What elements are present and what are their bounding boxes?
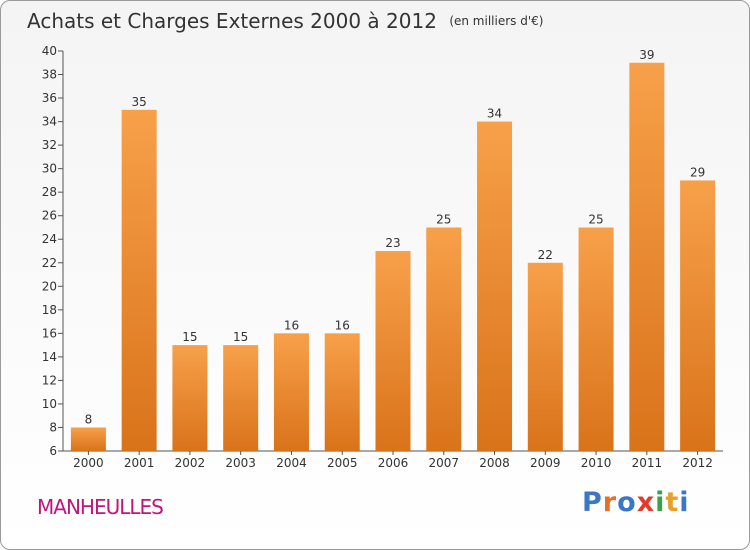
y-tick-label: 28: [42, 185, 57, 199]
x-tick-label-2005: 2005: [327, 456, 358, 470]
x-tick-label-2001: 2001: [124, 456, 155, 470]
value-label-2007: 25: [436, 212, 451, 226]
logo-letter: x: [636, 487, 656, 518]
bar-2005: [324, 333, 360, 451]
value-label-2011: 39: [639, 48, 654, 62]
value-label-2010: 25: [588, 212, 603, 226]
bar-2000: [70, 427, 106, 451]
y-tick-label: 20: [42, 279, 57, 293]
y-tick-label: 22: [42, 256, 57, 270]
value-label-2003: 15: [233, 330, 248, 344]
y-tick-label: 10: [42, 397, 57, 411]
y-tick-label: 40: [42, 44, 57, 58]
bar-2004: [273, 333, 309, 451]
value-label-2009: 22: [538, 248, 553, 262]
logo-letter: o: [617, 487, 637, 518]
y-tick-label: 26: [42, 209, 57, 223]
x-tick-label-2012: 2012: [682, 456, 713, 470]
x-tick-label-2008: 2008: [479, 456, 510, 470]
y-tick-label: 30: [42, 162, 57, 176]
y-tick-label: 14: [42, 350, 57, 364]
chart-title-text: Achats et Charges Externes 2000 à 2012: [27, 9, 437, 33]
bar-2010: [578, 227, 614, 451]
chart-title: Achats et Charges Externes 2000 à 2012 (…: [27, 9, 543, 33]
bar-2007: [426, 227, 462, 451]
x-tick-label-2004: 2004: [276, 456, 307, 470]
bar-2001: [121, 109, 157, 451]
x-tick-label-2009: 2009: [530, 456, 561, 470]
y-tick-label: 34: [42, 115, 57, 129]
bar-2012: [680, 180, 716, 452]
value-label-2002: 15: [182, 330, 197, 344]
bar-2006: [375, 251, 411, 451]
x-tick-label-2011: 2011: [632, 456, 663, 470]
logo-letter: i: [679, 487, 690, 518]
x-tick-label-2000: 2000: [73, 456, 104, 470]
logo-letter: r: [602, 487, 618, 518]
value-label-2008: 34: [487, 107, 502, 121]
value-label-2006: 23: [385, 236, 400, 250]
y-tick-label: 8: [49, 420, 57, 434]
bar-2011: [629, 62, 665, 451]
logo-letter: P: [582, 487, 603, 518]
proxiti-logo[interactable]: Proxiti: [582, 487, 690, 518]
logo-letter: i: [655, 487, 666, 518]
x-tick-label-2010: 2010: [581, 456, 612, 470]
commune-name: MANHEULLES: [37, 495, 164, 519]
value-label-2004: 16: [284, 318, 299, 332]
chart-unit: (en milliers d'€): [449, 14, 544, 28]
y-tick-label: 32: [42, 138, 57, 152]
x-tick-label-2002: 2002: [175, 456, 206, 470]
value-label-2000: 8: [85, 412, 93, 426]
bar-2008: [477, 121, 513, 452]
y-tick-label: 12: [42, 373, 57, 387]
bar-2003: [223, 345, 259, 451]
value-label-2012: 29: [690, 165, 705, 179]
value-label-2005: 16: [335, 318, 350, 332]
y-tick-label: 24: [42, 232, 57, 246]
y-tick-label: 6: [49, 444, 57, 458]
bar-2009: [527, 262, 563, 451]
y-tick-label: 16: [42, 326, 57, 340]
bar-2002: [172, 345, 208, 451]
y-tick-label: 38: [42, 68, 57, 82]
y-tick-label: 18: [42, 303, 57, 317]
x-tick-label-2003: 2003: [225, 456, 256, 470]
value-label-2001: 35: [132, 95, 147, 109]
x-tick-label-2007: 2007: [428, 456, 459, 470]
x-tick-label-2006: 2006: [378, 456, 409, 470]
y-tick-label: 36: [42, 91, 57, 105]
logo-letter: t: [665, 487, 680, 518]
